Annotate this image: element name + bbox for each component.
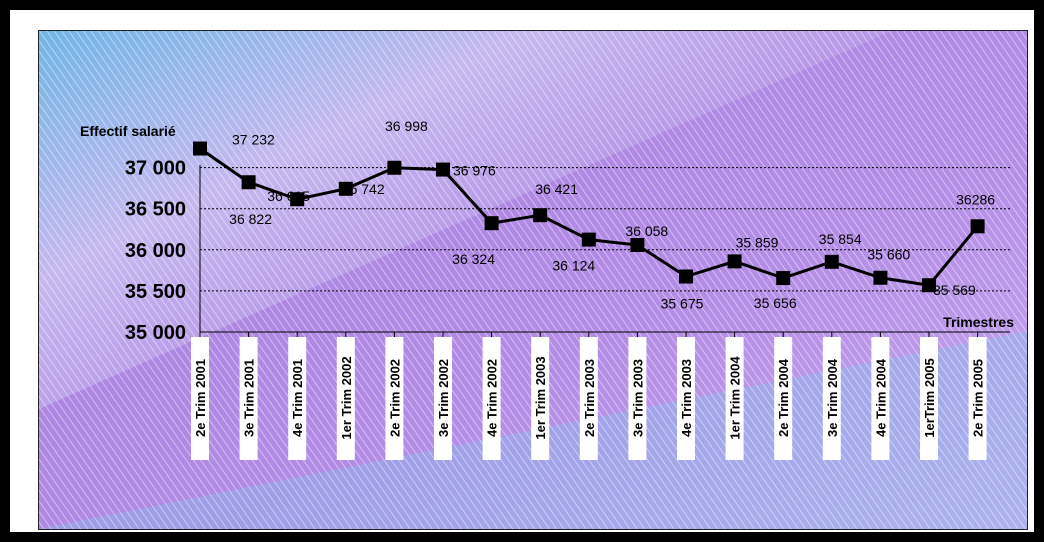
data-label: 35 660 [867,247,910,263]
line-chart: 37 000 36 500 36 000 35 500 35 000 Effectif … [80,118,1014,460]
x-tick-label: 4e Trim 2001 [290,359,305,437]
x-tick-label: 1erTrim 2005 [922,358,937,438]
x-label-background [871,337,890,460]
x-tick-label: 1er Trim 2002 [339,356,354,439]
data-label: 35 569 [933,282,976,298]
x-tick-label: 3e Trim 2003 [630,359,645,437]
x-tick-label: 4e Trim 2003 [679,359,694,437]
data-label: 35 859 [736,234,779,250]
x-tick-label: 1er Trim 2004 [728,356,743,440]
data-point-marker [241,175,256,190]
x-label-background [774,337,793,460]
data-point-marker [387,160,402,175]
y-tick-label: 35 000 [125,322,186,344]
chart-frame: 37 000 36 500 36 000 35 500 35 000 Effectif … [10,10,1034,532]
data-point-marker [436,162,450,177]
y-tick-label: 36 500 [125,199,186,221]
data-point-marker [679,269,693,284]
x-tick-label: 4e Trim 2004 [873,358,888,437]
data-label: 36 615 [267,188,310,204]
x-label-background [288,337,307,460]
data-label: 36 822 [229,211,272,227]
x-tick-label: 3e Trim 2001 [242,359,257,437]
data-point-marker [630,238,645,253]
x-tick-label: 2e Trim 2004 [776,358,791,437]
data-point-marker [727,254,742,269]
y-tick-label: 36 000 [125,240,186,262]
x-tick-label: 3e Trim 2002 [436,359,451,437]
y-tick-label: 35 500 [125,281,186,303]
data-point-marker [338,181,353,196]
x-label-background [434,337,452,460]
x-label-background [725,337,744,460]
x-label-background [385,337,404,460]
x-axis-title: Trimestres [943,314,1014,330]
x-label-background [239,337,258,460]
data-point-marker [290,192,305,207]
data-point-marker [824,254,839,269]
data-point-marker [873,270,888,285]
y-tick-label: 37 000 [125,158,186,180]
x-tick-label: 1er Trim 2003 [533,356,548,439]
data-label: 36 998 [385,118,428,134]
x-tick-label: 2e Trim 2001 [193,359,208,437]
data-point-marker [922,278,936,293]
data-label: 37 232 [232,132,275,148]
x-label-background [968,337,987,460]
data-point-marker [533,208,548,223]
x-label-background [482,337,501,460]
x-label-background [920,337,938,460]
data-label: 36 742 [342,181,385,197]
x-tick-label: 2e Trim 2003 [582,359,597,437]
data-label: 35 854 [819,231,862,247]
series-markers [193,141,985,293]
x-tick-label: 3e Trim 2004 [825,358,840,437]
data-label: 35 656 [754,295,797,311]
gridlines [200,167,1010,292]
x-label-background [579,337,598,460]
x-label-background [531,337,550,460]
x-tick-label: 2e Trim 2002 [387,359,402,437]
y-axis-title: Effectif salarié [80,123,176,139]
data-labels: 37 232 36 822 36 615 36 742 36 998 36 976 36 3… [229,118,995,312]
y-tick-labels: 37 000 36 500 36 000 35 500 35 000 [125,158,186,344]
data-label: 36 324 [452,251,495,267]
data-label: 36 124 [552,258,595,274]
x-tick-label: 4e Trim 2002 [485,359,500,437]
data-label: 36 421 [535,181,578,197]
x-label-background [191,337,209,460]
data-label: 35 675 [661,296,704,312]
data-point-marker [970,219,985,234]
data-point-marker [581,232,596,247]
x-tick-label: 2e Trim 2005 [971,359,986,437]
x-label-background [336,337,355,460]
data-point-marker [484,216,499,231]
x-tick-labels: 2e Trim 2001 3e Trim 2001 4e Trim 2001 1er … [191,337,987,460]
x-label-background [628,337,647,460]
x-label-background [822,337,841,460]
data-label: 36286 [956,191,995,207]
data-point-marker [193,141,207,156]
data-label: 36 976 [453,163,496,179]
data-point-marker [776,271,791,286]
data-label: 36 058 [625,223,668,239]
x-label-background [677,337,695,460]
